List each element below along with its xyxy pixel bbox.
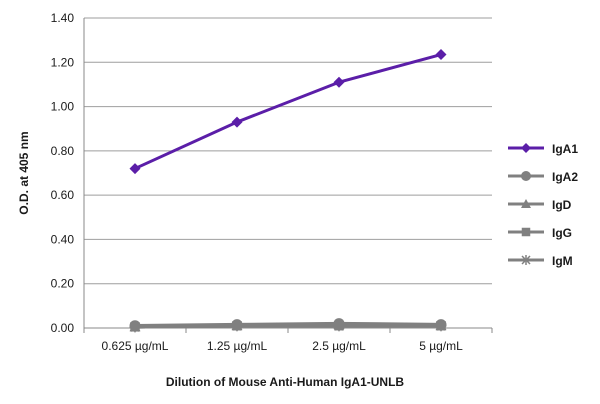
series-iga2 <box>129 318 447 332</box>
grid-layer <box>84 17 492 285</box>
x-tick-label: 0.625 µg/mL <box>102 339 169 353</box>
y-tick-label: 0.20 <box>51 277 75 291</box>
legend-label: IgA2 <box>552 170 578 184</box>
y-tick-label: 1.20 <box>51 55 75 69</box>
legend-marker <box>521 255 531 265</box>
legend-label: IgG <box>552 226 572 240</box>
legend-label: IgD <box>552 198 572 212</box>
legend-marker <box>521 227 531 237</box>
x-tick-label: 2.5 µg/mL <box>312 339 366 353</box>
data-point-iga2 <box>129 320 141 332</box>
y-tick-label: 0.00 <box>51 321 75 335</box>
legend-label: IgA1 <box>552 142 578 156</box>
data-point-iga1 <box>333 76 345 88</box>
y-axis-title: O.D. at 405 nm <box>17 131 31 214</box>
y-tick-label: 0.40 <box>51 232 75 246</box>
legend-marker <box>521 143 531 153</box>
y-tick-label: 1.00 <box>51 100 75 114</box>
x-axis-title: Dilution of Mouse Anti-Human IgA1-UNLB <box>166 375 405 389</box>
data-point-iga2 <box>435 319 447 331</box>
series-line-iga1 <box>134 53 442 170</box>
series-line-iga2 <box>134 321 442 328</box>
legend-item-igd: IgD <box>508 198 572 212</box>
series-iga1 <box>129 49 447 175</box>
legend-item-iga2: IgA2 <box>508 170 578 184</box>
x-tick-label: 5 µg/mL <box>419 339 463 353</box>
legend-item-iga1: IgA1 <box>508 142 578 156</box>
y-tick-label: 0.80 <box>51 144 75 158</box>
legend-marker <box>521 171 531 181</box>
data-point-iga1 <box>231 116 243 128</box>
axis-layer: 0.00 0.20 0.40 0.60 0.80 1.00 1.20 1.40 0.625 µg… <box>51 11 493 353</box>
series-layer <box>129 49 447 333</box>
y-tick-label: 0.60 <box>51 188 75 202</box>
data-point-iga1 <box>129 163 141 175</box>
legend-marker <box>521 199 531 208</box>
x-tick-label: 1.25 µg/mL <box>207 339 268 353</box>
legend-item-igm: IgM <box>508 254 573 268</box>
legend-label: IgM <box>552 254 573 268</box>
legend: IgA1 IgA2 IgD IgG IgM <box>508 142 578 268</box>
legend-item-igg: IgG <box>508 226 572 240</box>
data-point-iga1 <box>435 49 447 61</box>
data-point-iga2 <box>333 318 345 330</box>
data-point-iga2 <box>231 319 243 331</box>
y-tick-label: 1.40 <box>51 11 75 25</box>
